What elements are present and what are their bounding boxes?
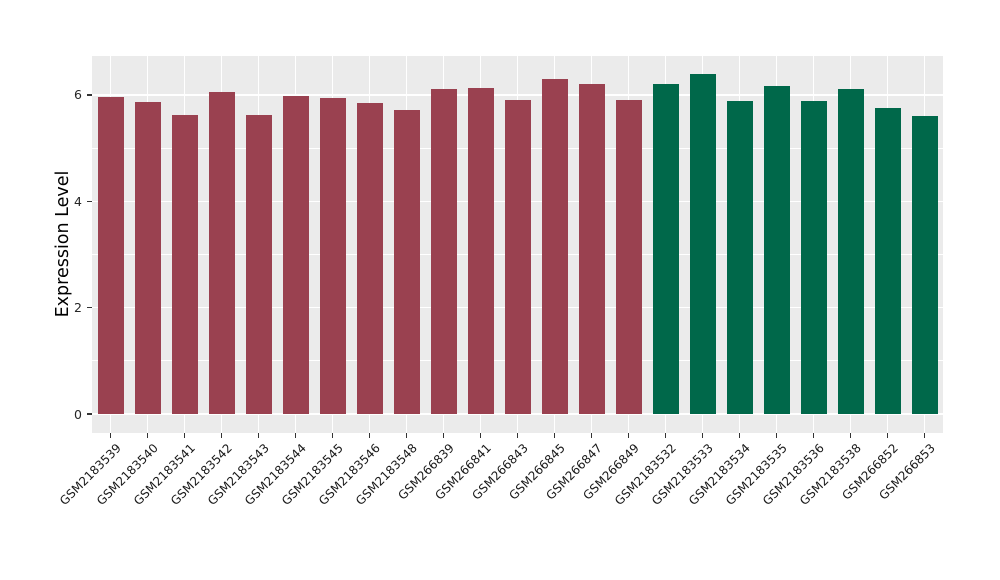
x-tick-mark-GSM266853: [923, 433, 926, 438]
y-tick-mark-2: [87, 306, 92, 309]
y-tick-mark-0: [87, 413, 92, 415]
x-tick-mark-GSM266849: [627, 433, 630, 438]
y-tick-mark-4: [87, 200, 92, 203]
bar-GSM2183546[interactable]: [356, 103, 383, 414]
x-tick-mark-GSM2183536: [812, 433, 815, 438]
y-tick-label-0: 0: [74, 406, 82, 422]
bar-GSM2183535[interactable]: [763, 85, 790, 414]
bar-GSM2183540[interactable]: [134, 102, 161, 414]
x-label-anchor-GSM266853: GSM266853: [708, 441, 938, 503]
x-tick-mark-GSM2183546: [368, 433, 371, 438]
bar-GSM2183541[interactable]: [171, 114, 198, 414]
bar-GSM2183534[interactable]: [726, 101, 753, 414]
bar-GSM2183542[interactable]: [208, 92, 235, 414]
x-tick-mark-GSM2183545: [331, 433, 334, 438]
bar-GSM266843[interactable]: [504, 99, 531, 414]
x-tick-mark-GSM2183535: [775, 433, 778, 438]
x-tick-mark-GSM266847: [590, 433, 593, 438]
bar-GSM266845[interactable]: [541, 79, 568, 414]
x-tick-mark-GSM2183539: [109, 433, 112, 438]
bar-GSM266853[interactable]: [911, 115, 938, 414]
x-tick-mark-GSM2183534: [738, 433, 741, 438]
x-tick-mark-GSM2183544: [294, 433, 297, 438]
bar-GSM2183543[interactable]: [245, 115, 272, 414]
y-tick-label-2: 2: [74, 300, 82, 316]
bar-GSM266852[interactable]: [874, 107, 901, 414]
x-tick-mark-GSM266841: [479, 433, 482, 438]
x-tick-mark-GSM266845: [553, 433, 556, 438]
bar-GSM266849[interactable]: [615, 99, 642, 414]
plot-panel: [92, 56, 943, 433]
bar-GSM2183539[interactable]: [97, 96, 124, 414]
x-tick-mark-GSM2183532: [664, 433, 667, 438]
bar-GSM2183538[interactable]: [837, 88, 864, 414]
bar-GSM266847[interactable]: [578, 83, 605, 414]
x-tick-mark-GSM2183541: [183, 433, 186, 438]
x-tick-mark-GSM266852: [886, 433, 889, 438]
x-tick-mark-GSM266839: [442, 433, 445, 438]
bar-GSM2183548[interactable]: [393, 109, 420, 414]
bar-GSM2183536[interactable]: [800, 101, 827, 414]
bar-GSM2183545[interactable]: [319, 98, 346, 414]
bar-GSM2183544[interactable]: [282, 95, 309, 414]
x-tick-mark-GSM2183538: [849, 433, 852, 438]
x-tick-mark-GSM2183543: [257, 433, 260, 438]
bar-GSM266839[interactable]: [430, 89, 457, 414]
y-tick-label-4: 4: [74, 193, 82, 209]
x-tick-mark-GSM2183540: [146, 433, 149, 438]
y-tick-mark-6: [87, 94, 92, 96]
x-tick-mark-GSM2183533: [701, 433, 704, 438]
bar-GSM266841[interactable]: [467, 88, 494, 414]
y-tick-label-6: 6: [74, 87, 82, 103]
y-axis-title: Expression Level: [53, 170, 73, 318]
x-tick-mark-GSM2183548: [405, 433, 408, 438]
bar-GSM2183533[interactable]: [689, 73, 716, 414]
bar-GSM2183532[interactable]: [652, 83, 679, 414]
x-tick-mark-GSM2183542: [220, 433, 223, 438]
x-tick-mark-GSM266843: [516, 433, 519, 438]
